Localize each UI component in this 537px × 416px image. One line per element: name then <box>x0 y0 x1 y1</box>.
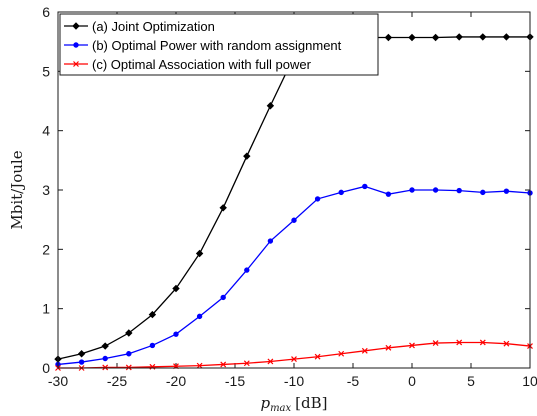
data-point <box>244 267 250 273</box>
data-point <box>195 249 204 258</box>
data-point <box>101 342 109 350</box>
data-point <box>220 361 227 368</box>
x-axis-label-subscript: max <box>270 403 291 414</box>
x-tick-label: -15 <box>225 373 245 389</box>
x-axis-label-unit: [dB] <box>295 394 327 412</box>
legend-label: (b) Optimal Power with random assignment <box>92 38 342 53</box>
data-point <box>409 187 415 193</box>
x-tick-label: -20 <box>166 373 186 389</box>
data-point <box>503 340 510 347</box>
data-point <box>78 359 85 365</box>
data-point <box>456 339 463 346</box>
legend-marker <box>73 61 79 67</box>
data-point <box>291 356 297 363</box>
data-point <box>432 187 439 193</box>
x-tick-label: -25 <box>107 373 127 389</box>
plot-frame <box>57 11 531 369</box>
x-tick-label: 0 <box>408 373 416 389</box>
y-tick-label: 1 <box>42 301 50 317</box>
data-point <box>314 353 321 360</box>
x-tick-label: -5 <box>347 373 360 389</box>
legend-label: (a) Joint Optimization <box>92 19 215 34</box>
legend: (a) Joint Optimization (b) Optimal Power … <box>59 13 379 76</box>
data-point <box>431 33 440 42</box>
data-point <box>314 196 321 202</box>
data-point <box>149 342 156 349</box>
data-point <box>126 351 132 357</box>
data-point <box>196 313 203 320</box>
data-point <box>291 217 297 223</box>
data-point <box>362 183 368 190</box>
data-point <box>77 350 86 358</box>
data-point <box>173 331 179 337</box>
data-point <box>408 33 416 42</box>
data-point <box>243 360 250 367</box>
series-2 <box>55 183 533 368</box>
data-point <box>267 358 274 365</box>
legend-label: (c) Optimal Association with full power <box>92 57 312 72</box>
data-point <box>456 187 462 194</box>
data-point <box>125 329 133 337</box>
data-point <box>338 189 344 196</box>
data-point <box>196 362 203 369</box>
data-point <box>338 350 345 357</box>
data-point <box>243 152 251 160</box>
data-point <box>479 339 486 346</box>
data-point <box>385 344 392 351</box>
x-tick-label: 5 <box>467 373 475 389</box>
legend-entry: (b) Optimal Power with random assignment <box>64 38 342 53</box>
tick-layer: -30 -25 -20 -15 -10 -5 0 5 10 0 1 2 3 4 5 6 <box>42 4 537 389</box>
y-tick-label: 3 <box>42 182 50 198</box>
data-point <box>384 33 393 42</box>
data-point <box>432 340 439 347</box>
y-tick-label: 4 <box>42 123 50 139</box>
data-point <box>267 238 274 244</box>
data-point <box>455 33 463 41</box>
x-axis-label-main: p <box>260 394 270 412</box>
data-point <box>102 364 109 371</box>
data-point <box>148 310 157 319</box>
data-point <box>503 188 510 194</box>
legend-entry: (a) Joint Optimization <box>64 19 215 34</box>
data-point <box>220 294 226 301</box>
x-axis-label: pmax [dB] <box>260 394 327 414</box>
y-axis-label: Mbit/Joule <box>8 150 26 229</box>
data-point <box>409 342 415 349</box>
data-point <box>219 204 227 212</box>
data-point <box>266 102 275 110</box>
data-point <box>480 189 486 196</box>
y-tick-label: 6 <box>42 4 50 20</box>
data-point <box>502 33 511 41</box>
x-tick-label: -10 <box>284 373 304 389</box>
data-point <box>385 191 392 197</box>
legend-marker <box>72 22 80 30</box>
data-point <box>361 347 368 354</box>
x-tick-label: -30 <box>48 373 68 389</box>
data-point <box>125 364 132 371</box>
series-layer <box>54 33 534 371</box>
legend-marker <box>73 42 79 48</box>
data-point <box>479 33 487 41</box>
x-tick-label: 10 <box>522 373 537 389</box>
legend-entry: (c) Optimal Association with full power <box>64 57 312 72</box>
data-point <box>172 284 180 293</box>
legend-box <box>59 13 379 76</box>
y-tick-label: 0 <box>42 360 50 376</box>
data-point <box>102 355 108 362</box>
y-tick-label: 5 <box>42 63 50 79</box>
y-tick-label: 2 <box>42 241 50 257</box>
